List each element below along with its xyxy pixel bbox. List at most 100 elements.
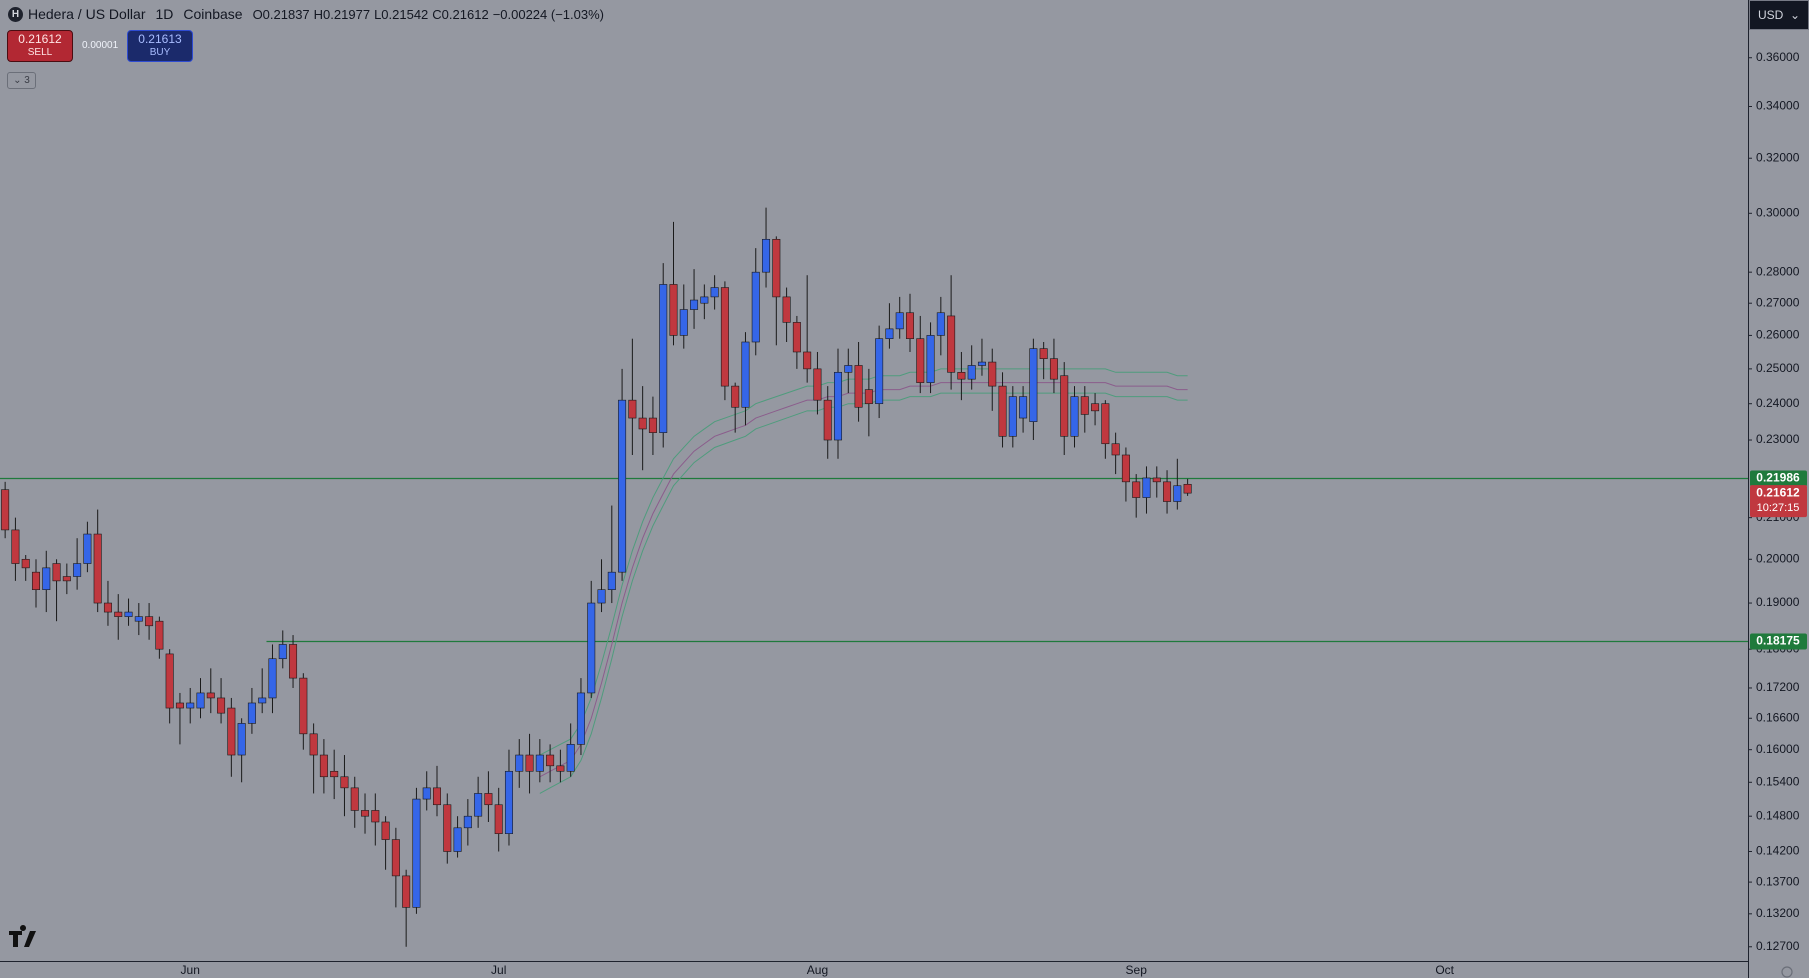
- y-tick-label: 0.13700: [1756, 874, 1800, 888]
- candle-body: [823, 399, 832, 441]
- y-tick-label: 0.12700: [1756, 939, 1800, 953]
- candle-body: [103, 602, 112, 613]
- y-tick-label: 0.16000: [1756, 742, 1800, 756]
- candle-body: [741, 341, 750, 408]
- candle-body: [391, 839, 400, 877]
- x-tick-label: Oct: [1435, 963, 1454, 977]
- price-level-label: 0.18175: [1756, 634, 1800, 648]
- plot-area: [0, 207, 1748, 947]
- candle-body: [864, 389, 873, 405]
- y-tick-label: 0.28000: [1756, 264, 1800, 278]
- candle-body: [494, 804, 503, 834]
- indicators-count: 3: [24, 75, 30, 86]
- candle-body: [803, 351, 812, 370]
- candle-body: [700, 296, 709, 304]
- candle-body: [1121, 454, 1130, 483]
- candle-body: [813, 368, 822, 401]
- sell-button[interactable]: 0.21612 SELL: [7, 30, 73, 62]
- candle-body: [792, 322, 801, 353]
- ohlc-change: −0.00224 (−1.03%): [492, 6, 604, 22]
- candle-body: [350, 787, 359, 811]
- y-tick-label: 0.16600: [1756, 710, 1800, 724]
- candle-body: [453, 827, 462, 852]
- y-tick-label: 0.36000: [1756, 50, 1800, 64]
- candle-body: [134, 616, 143, 622]
- candle-body: [1060, 375, 1069, 437]
- buy-label: BUY: [149, 47, 171, 58]
- candle-body: [175, 702, 184, 709]
- candle-body: [484, 793, 493, 806]
- x-tick-label: Sep: [1126, 963, 1148, 977]
- candle-body: [237, 723, 246, 756]
- candle-body: [885, 328, 894, 339]
- candle-body: [196, 692, 205, 709]
- candle-body: [926, 335, 935, 383]
- candle-body: [165, 653, 174, 709]
- candle-body: [206, 692, 215, 699]
- candle-body: [330, 770, 339, 778]
- candle-body: [309, 733, 318, 756]
- interval[interactable]: 1D: [155, 6, 174, 22]
- symbol-name[interactable]: Hedera / US Dollar: [28, 6, 146, 22]
- candle-body: [83, 533, 92, 564]
- candle-body: [1080, 396, 1089, 415]
- candle-body: [504, 770, 513, 834]
- candle-body: [62, 576, 71, 582]
- candle-body: [1008, 396, 1017, 437]
- y-tick-label: 0.26000: [1756, 328, 1800, 342]
- candle-body: [299, 677, 308, 735]
- y-tick-label: 0.34000: [1756, 99, 1800, 113]
- buy-button[interactable]: 0.21613 BUY: [127, 30, 193, 62]
- candle-body: [947, 315, 956, 373]
- candle-body: [1070, 396, 1079, 437]
- y-tick-label: 0.20000: [1756, 551, 1800, 565]
- price-level-label: 0.21986: [1756, 471, 1800, 485]
- candle-body: [73, 563, 82, 577]
- candle-body: [289, 644, 298, 679]
- y-tick-label: 0.14200: [1756, 844, 1800, 858]
- candle-body: [854, 365, 863, 408]
- candle-body: [1049, 358, 1058, 380]
- bar-countdown: 10:27:15: [1757, 502, 1800, 514]
- candle-body: [1183, 483, 1192, 494]
- y-tick-label: 0.30000: [1756, 205, 1800, 219]
- last-price-label: 0.21612: [1756, 485, 1800, 499]
- y-tick-label: 0.32000: [1756, 150, 1800, 164]
- price-level-badge: [1750, 470, 1807, 487]
- candle-body: [340, 776, 349, 789]
- candle-body: [834, 371, 843, 441]
- candle-body: [42, 567, 51, 590]
- symbol-header: H Hedera / US Dollar 1D Coinbase O0.2183…: [8, 5, 608, 23]
- candle-body: [371, 810, 380, 823]
- y-tick-label: 0.24000: [1756, 396, 1800, 410]
- candle-body: [659, 284, 668, 433]
- candle-body: [710, 287, 719, 298]
- candle-body: [1111, 443, 1120, 456]
- candle-body: [422, 787, 431, 800]
- candle-body: [515, 754, 524, 772]
- candle-body: [638, 417, 647, 430]
- currency-chevron: ⌄: [1789, 8, 1800, 22]
- indicators-toggle[interactable]: ⌄ 3: [7, 72, 36, 89]
- candle-body: [1091, 403, 1100, 412]
- price-axis-labels: 0.36000 0.34000 0.32000 0.30000 0.28000 0.270…: [1748, 50, 1807, 953]
- exchange: Coinbase: [183, 6, 243, 22]
- y-tick-label: 0.15400: [1756, 774, 1800, 788]
- candle-body: [227, 707, 236, 756]
- candle-body: [31, 571, 40, 590]
- currency-button[interactable]: USD ⌄: [1749, 0, 1809, 30]
- candle-body: [844, 365, 853, 373]
- indicator-line: [539, 392, 1188, 794]
- candle-body: [525, 754, 534, 772]
- candle-body: [669, 284, 678, 336]
- candle-body: [556, 765, 565, 772]
- candle-body: [114, 611, 123, 617]
- sell-price: 0.21612: [18, 32, 62, 46]
- candle-body: [977, 361, 986, 366]
- buy-price: 0.21613: [138, 32, 182, 46]
- candle-body: [957, 371, 966, 380]
- settings-icon[interactable]: [1781, 966, 1793, 978]
- candle-body: [258, 697, 267, 704]
- candle-body: [679, 309, 688, 336]
